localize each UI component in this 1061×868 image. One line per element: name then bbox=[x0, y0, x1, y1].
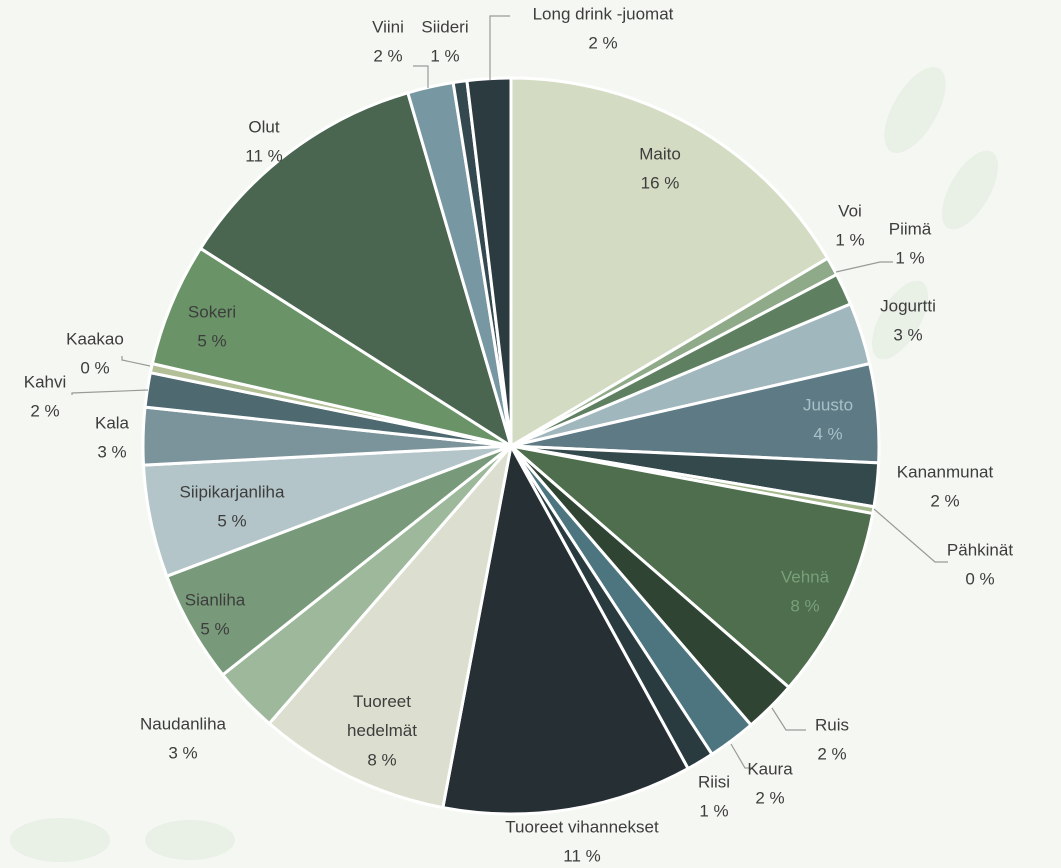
slice-label: Kaakao bbox=[66, 329, 124, 348]
slice-label: Naudanliha bbox=[140, 714, 227, 733]
value-label: 16 % bbox=[641, 173, 680, 192]
slice-label: Voi bbox=[838, 201, 862, 220]
slice-label: Kananmunat bbox=[897, 462, 994, 481]
slice-label: Jogurtti bbox=[880, 296, 936, 315]
pie bbox=[143, 78, 879, 814]
value-label: 2 % bbox=[930, 491, 959, 510]
slice-label: Olut bbox=[248, 117, 279, 136]
value-label: 2 % bbox=[588, 33, 617, 52]
leader-line bbox=[413, 66, 428, 88]
slice-label: Kahvi bbox=[24, 372, 67, 391]
value-label: 11 % bbox=[245, 146, 283, 165]
value-label: 5 % bbox=[217, 511, 246, 530]
value-label: 8 % bbox=[367, 750, 396, 769]
slice-label: Viini bbox=[372, 17, 404, 36]
slice-label: Riisi bbox=[698, 772, 730, 791]
value-label: 1 % bbox=[430, 46, 459, 65]
value-label: 0 % bbox=[965, 569, 994, 588]
value-label: 5 % bbox=[197, 331, 226, 350]
slice-label: Long drink -juomat bbox=[533, 4, 674, 23]
value-label: 5 % bbox=[200, 619, 229, 638]
value-label: 1 % bbox=[835, 230, 864, 249]
slice-label: Ruis bbox=[815, 715, 849, 734]
slice-label: Vehnä bbox=[781, 567, 830, 586]
value-label: 3 % bbox=[168, 743, 197, 762]
value-label: 2 % bbox=[755, 788, 784, 807]
leader-line bbox=[490, 16, 510, 80]
value-label: 0 % bbox=[80, 358, 109, 377]
slice-label: Juusto bbox=[803, 395, 853, 414]
value-label: 1 % bbox=[699, 801, 728, 820]
value-label: 2 % bbox=[30, 401, 59, 420]
value-label: 3 % bbox=[893, 325, 922, 344]
leader-line bbox=[836, 262, 893, 272]
value-label: 3 % bbox=[97, 442, 126, 461]
leader-line bbox=[874, 509, 948, 562]
slice-label: Siideri bbox=[421, 17, 468, 36]
slice-label: Tuoreet vihannekset bbox=[505, 817, 659, 836]
value-label: 2 % bbox=[817, 744, 846, 763]
slice-label: Sokeri bbox=[188, 302, 236, 321]
leader-line bbox=[772, 708, 806, 730]
leader-line bbox=[122, 356, 150, 366]
slice-label: Siipikarjanliha bbox=[180, 482, 285, 501]
slice-label: Sianliha bbox=[185, 590, 246, 609]
slice-label: Pähkinät bbox=[947, 540, 1013, 559]
value-label: 1 % bbox=[895, 248, 924, 267]
value-label: 8 % bbox=[790, 596, 819, 615]
leader-line bbox=[72, 390, 148, 395]
value-label: 2 % bbox=[373, 46, 402, 65]
slice-label: Kala bbox=[95, 413, 130, 432]
slice-label: Maito bbox=[639, 144, 681, 163]
slice-label: Kaura bbox=[747, 759, 793, 778]
value-label: 11 % bbox=[563, 846, 601, 865]
value-label: 4 % bbox=[813, 424, 842, 443]
chart: Maito 16 % Voi 1 % Piimä 1 % Jogurtti 3 % Juusto… bbox=[0, 0, 1061, 868]
slice-label: Piimä bbox=[889, 219, 932, 238]
